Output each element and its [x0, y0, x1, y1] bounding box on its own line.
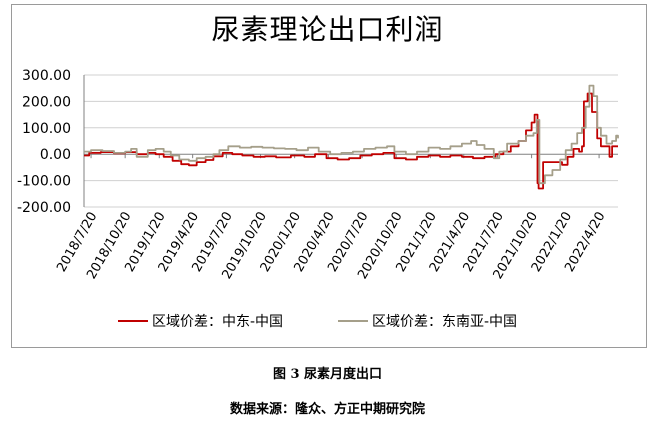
- series-layer: [84, 84, 619, 190]
- chart-frame: [11, 4, 647, 348]
- y-tick-label: 300.00: [22, 68, 71, 84]
- legend-item-mideast: 区域价差：中东-中国: [118, 311, 283, 331]
- y-tick-label: 100.00: [22, 121, 71, 137]
- y-tick-label: 0.00: [40, 147, 71, 163]
- legend-label-sea: 区域价差：东南亚-中国: [372, 314, 518, 330]
- series-line-mideast: [84, 92, 618, 190]
- y-tick-label: -200.00: [17, 200, 71, 216]
- legend-label-mideast: 区域价差：中东-中国: [152, 314, 284, 330]
- grid-layer: [84, 74, 618, 208]
- y-tick-label: 200.00: [22, 94, 71, 110]
- figure-caption: 图 3 尿素月度出口: [272, 367, 383, 382]
- chart-title: 尿素理论出口利润: [211, 13, 444, 46]
- series-line-sea: [84, 84, 619, 185]
- source-caption: 数据来源：隆众、方正中期研究院: [229, 402, 425, 417]
- legend-swatch-sea: [338, 320, 368, 322]
- axis-layer: 300.00200.00100.000.00-100.00-200.002018…: [17, 68, 618, 282]
- legend-swatch-mideast: [118, 320, 148, 322]
- legend-item-sea: 区域价差：东南亚-中国: [338, 311, 517, 331]
- y-tick-label: -100.00: [17, 174, 71, 190]
- chart-legend: 区域价差：中东-中国 区域价差：东南亚-中国: [0, 311, 655, 331]
